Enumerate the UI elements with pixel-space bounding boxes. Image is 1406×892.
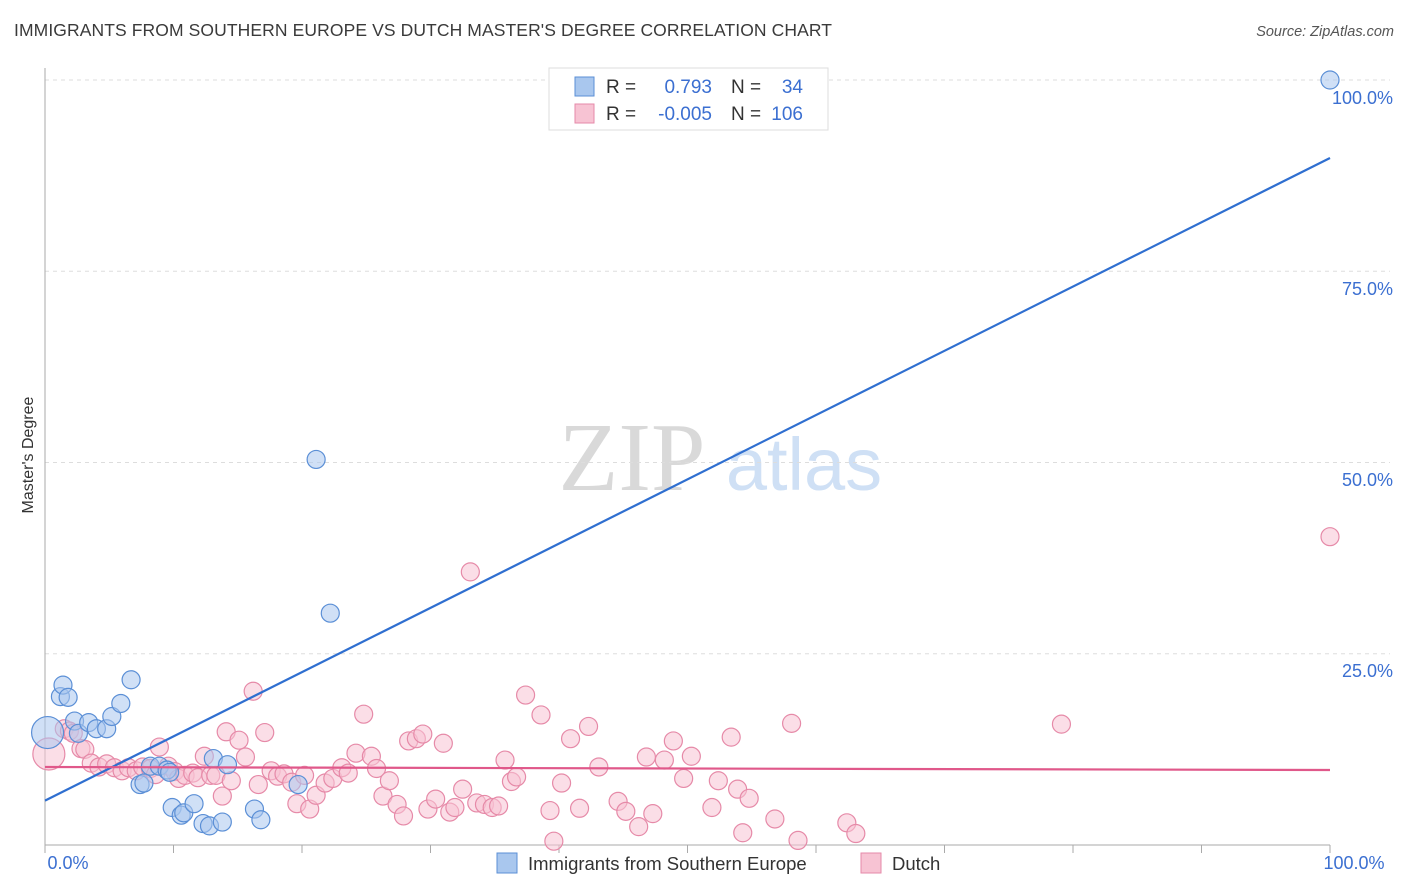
immigrants-point-0 <box>30 715 65 750</box>
dutch-point-46 <box>346 743 366 763</box>
dutch-point-95 <box>765 809 785 829</box>
immigrants-point-10 <box>111 693 131 714</box>
dutch-point-94 <box>739 788 759 808</box>
immigrants-point-26 <box>217 755 238 775</box>
immigrants-point-31 <box>320 603 340 623</box>
dutch-point-83 <box>636 747 656 767</box>
dutch-point-33 <box>255 722 275 743</box>
dutch-point-93 <box>733 823 753 843</box>
series-legend-dutch: Dutch <box>892 853 940 874</box>
dutch-point-32 <box>248 774 268 795</box>
gridlines <box>45 79 1390 655</box>
immigrants-point-3 <box>58 687 78 707</box>
dutch-point-87 <box>674 768 694 789</box>
immigrants-point-21 <box>184 794 204 814</box>
immigrants-point-17 <box>160 762 180 782</box>
dutch-point-101 <box>1320 527 1340 547</box>
legend-r-value-2: -0.005 <box>658 104 712 125</box>
dutch-point-61 <box>445 797 465 818</box>
immigrants-point-29 <box>288 774 308 795</box>
dutch-point-96 <box>781 713 802 733</box>
immigrants-trend-line <box>44 157 1331 802</box>
dutch-point-100 <box>1051 714 1072 734</box>
immigrants-point-25 <box>212 812 232 832</box>
legend-swatch-pink <box>574 103 595 124</box>
dutch-point-88 <box>681 746 701 766</box>
dutch-point-72 <box>531 705 551 725</box>
trend-lines <box>44 157 1331 802</box>
dutch-points <box>32 527 1340 851</box>
chart-source: Source: ZipAtlas.com <box>1256 24 1394 40</box>
dutch-point-99 <box>846 823 866 844</box>
y-axis-label: Master's Degree <box>20 396 37 513</box>
y-tick-label-75: 75.0% <box>1342 279 1393 299</box>
legend-n-label-1: N = <box>731 77 761 98</box>
dutch-point-29 <box>229 730 249 750</box>
y-tick-label-25: 25.0% <box>1342 661 1393 681</box>
dutch-point-85 <box>654 750 674 770</box>
legend-r-value-1: 0.793 <box>664 77 712 98</box>
dutch-point-74 <box>544 831 564 851</box>
watermark-zip: ZIP <box>559 404 706 512</box>
y-tick-label-100: 100.0% <box>1332 88 1393 108</box>
legend-r-label-1: R = <box>606 77 636 98</box>
immigrants-point-28 <box>251 810 271 830</box>
dutch-point-67 <box>489 796 509 816</box>
dutch-point-89 <box>702 797 722 818</box>
dutch-point-71 <box>515 685 536 705</box>
dutch-point-82 <box>629 817 649 837</box>
chart-title: IMMIGRANTS FROM SOUTHERN EUROPE VS DUTCH… <box>14 20 833 40</box>
dutch-point-77 <box>569 798 590 818</box>
dutch-point-81 <box>616 801 636 821</box>
dutch-point-59 <box>433 733 453 753</box>
dutch-point-90 <box>708 771 728 791</box>
immigrants-point-9 <box>102 706 122 727</box>
series-legend-swatch-dutch <box>860 852 882 874</box>
x-tick-label-max: 100.0% <box>1323 853 1384 873</box>
legend-n-value-2: 106 <box>771 104 803 125</box>
legend-r-label-2: R = <box>606 104 636 125</box>
immigrants-point-11 <box>121 670 141 690</box>
dutch-point-78 <box>578 716 599 737</box>
immigrants-points <box>30 70 1340 836</box>
dutch-point-28 <box>221 771 241 791</box>
dutch-point-30 <box>235 747 256 767</box>
dutch-point-47 <box>354 704 374 724</box>
dutch-point-75 <box>551 773 572 793</box>
dutch-point-68 <box>495 750 515 770</box>
dutch-point-97 <box>788 830 808 851</box>
legend-n-value-1: 34 <box>782 77 804 98</box>
dutch-trend-line <box>44 765 1331 772</box>
immigrants-point-32 <box>1320 70 1340 90</box>
correlation-legend: R = 0.793 N = 34 R = -0.005 N = 106 <box>548 67 829 131</box>
series-legend: Immigrants from Southern Europe Dutch <box>496 852 940 874</box>
dutch-point-63 <box>460 562 480 582</box>
immigrants-point-13 <box>134 773 154 793</box>
dutch-point-76 <box>560 729 581 749</box>
legend-swatch-blue <box>574 76 595 97</box>
dutch-point-56 <box>413 724 433 744</box>
dutch-point-79 <box>589 757 609 777</box>
dutch-point-86 <box>663 731 683 751</box>
dutch-point-26 <box>212 786 232 806</box>
dutch-point-73 <box>540 800 560 821</box>
legend-n-label-2: N = <box>731 104 761 125</box>
dutch-point-62 <box>453 779 473 799</box>
y-tick-label-50: 50.0% <box>1342 470 1393 490</box>
dutch-point-84 <box>643 804 663 824</box>
dutch-point-70 <box>506 767 527 787</box>
series-legend-immigrants: Immigrants from Southern Europe <box>528 853 807 874</box>
series-legend-swatch-immigrants <box>496 852 518 874</box>
x-tick-label-min: 0.0% <box>47 853 88 873</box>
watermark-atlas: atlas <box>726 423 882 506</box>
dutch-point-58 <box>426 789 446 809</box>
immigrants-point-30 <box>306 449 326 470</box>
dutch-point-51 <box>379 771 399 791</box>
dutch-point-53 <box>393 806 414 826</box>
dutch-point-91 <box>721 727 741 747</box>
